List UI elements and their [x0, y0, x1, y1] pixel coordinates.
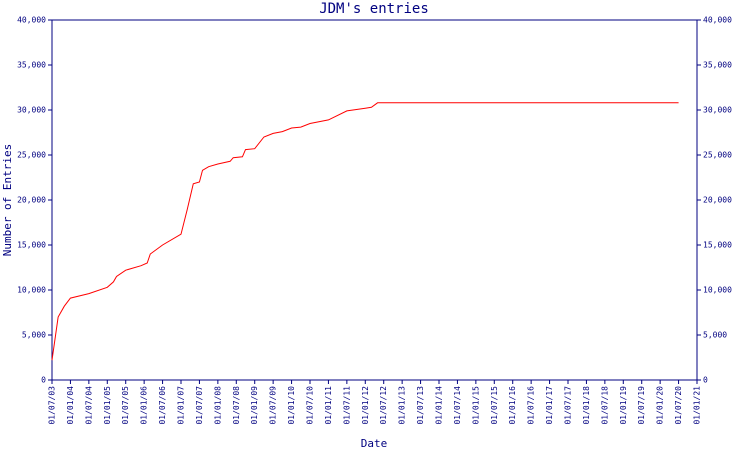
x-tick-label: 01/01/07 — [177, 386, 186, 425]
x-tick-label: 01/07/12 — [379, 386, 388, 425]
x-tick-label: 01/01/11 — [324, 386, 333, 425]
plot-frame — [51, 19, 698, 381]
x-tick-label: 01/01/09 — [250, 386, 259, 425]
x-tick-label: 01/07/04 — [84, 386, 93, 425]
y-tick-label: 0 — [41, 376, 46, 385]
x-tick-label: 01/01/18 — [582, 386, 591, 425]
data-line — [51, 102, 679, 361]
x-tick-label: 01/07/18 — [600, 386, 609, 425]
chart-title: JDM's entries — [319, 1, 429, 17]
x-tick-label: 01/07/03 — [48, 386, 57, 425]
x-tick-label: 01/07/13 — [416, 386, 425, 425]
y2-tick-label: 30,000 — [703, 106, 732, 115]
y2-tick-label: 0 — [703, 376, 708, 385]
y-tick-label: 30,000 — [17, 106, 46, 115]
x-tick-label: 01/07/17 — [564, 386, 573, 425]
y2-tick-label: 35,000 — [703, 61, 732, 70]
x-tick-label: 01/07/07 — [195, 386, 204, 425]
y-tick-label: 15,000 — [17, 241, 46, 250]
x-tick-label: 01/01/15 — [471, 386, 480, 425]
x-tick-label: 01/07/19 — [637, 386, 646, 425]
x-tick-label: 01/07/16 — [527, 386, 536, 425]
x-tick-label: 01/07/10 — [306, 386, 315, 425]
x-tick-label: 01/07/14 — [453, 386, 462, 425]
y2-tick-label: 5,000 — [703, 331, 727, 340]
y2-tick-label: 25,000 — [703, 151, 732, 160]
x-tick-label: 01/01/12 — [361, 386, 370, 425]
y-tick-label: 40,000 — [17, 16, 46, 25]
x-tick-label: 01/07/06 — [158, 386, 167, 425]
y-tick-label: 25,000 — [17, 151, 46, 160]
y-tick-label: 20,000 — [17, 196, 46, 205]
x-tick-label: 01/01/19 — [619, 386, 628, 425]
x-tick-label: 01/01/21 — [693, 386, 702, 425]
y-tick-label: 10,000 — [17, 286, 46, 295]
x-tick-label: 01/01/08 — [213, 386, 222, 425]
x-tick-label: 01/01/14 — [435, 386, 444, 425]
x-tick-label: 01/01/10 — [287, 386, 296, 425]
x-tick-label: 01/07/08 — [232, 386, 241, 425]
y2-tick-label: 20,000 — [703, 196, 732, 205]
y-tick-label: 35,000 — [17, 61, 46, 70]
x-tick-label: 01/07/11 — [342, 386, 351, 425]
x-tick-label: 01/07/09 — [269, 386, 278, 425]
x-tick-label: 01/01/20 — [656, 386, 665, 425]
y2-tick-label: 10,000 — [703, 286, 732, 295]
y-axis-label: Number of Entries — [1, 144, 14, 257]
x-axis-label: Date — [361, 437, 388, 450]
x-tick-label: 01/01/16 — [508, 386, 517, 425]
y2-tick-label: 40,000 — [703, 16, 732, 25]
y-tick-label: 5,000 — [22, 331, 46, 340]
x-tick-label: 01/01/13 — [398, 386, 407, 425]
y2-tick-label: 15,000 — [703, 241, 732, 250]
x-tick-label: 01/01/04 — [66, 386, 75, 425]
x-tick-label: 01/01/06 — [140, 386, 149, 425]
x-tick-label: 01/07/05 — [121, 386, 130, 425]
x-tick-label: 01/01/17 — [545, 386, 554, 425]
x-tick-label: 01/07/15 — [490, 386, 499, 425]
x-tick-label: 01/07/20 — [674, 386, 683, 425]
x-tick-label: 01/01/05 — [103, 386, 112, 425]
